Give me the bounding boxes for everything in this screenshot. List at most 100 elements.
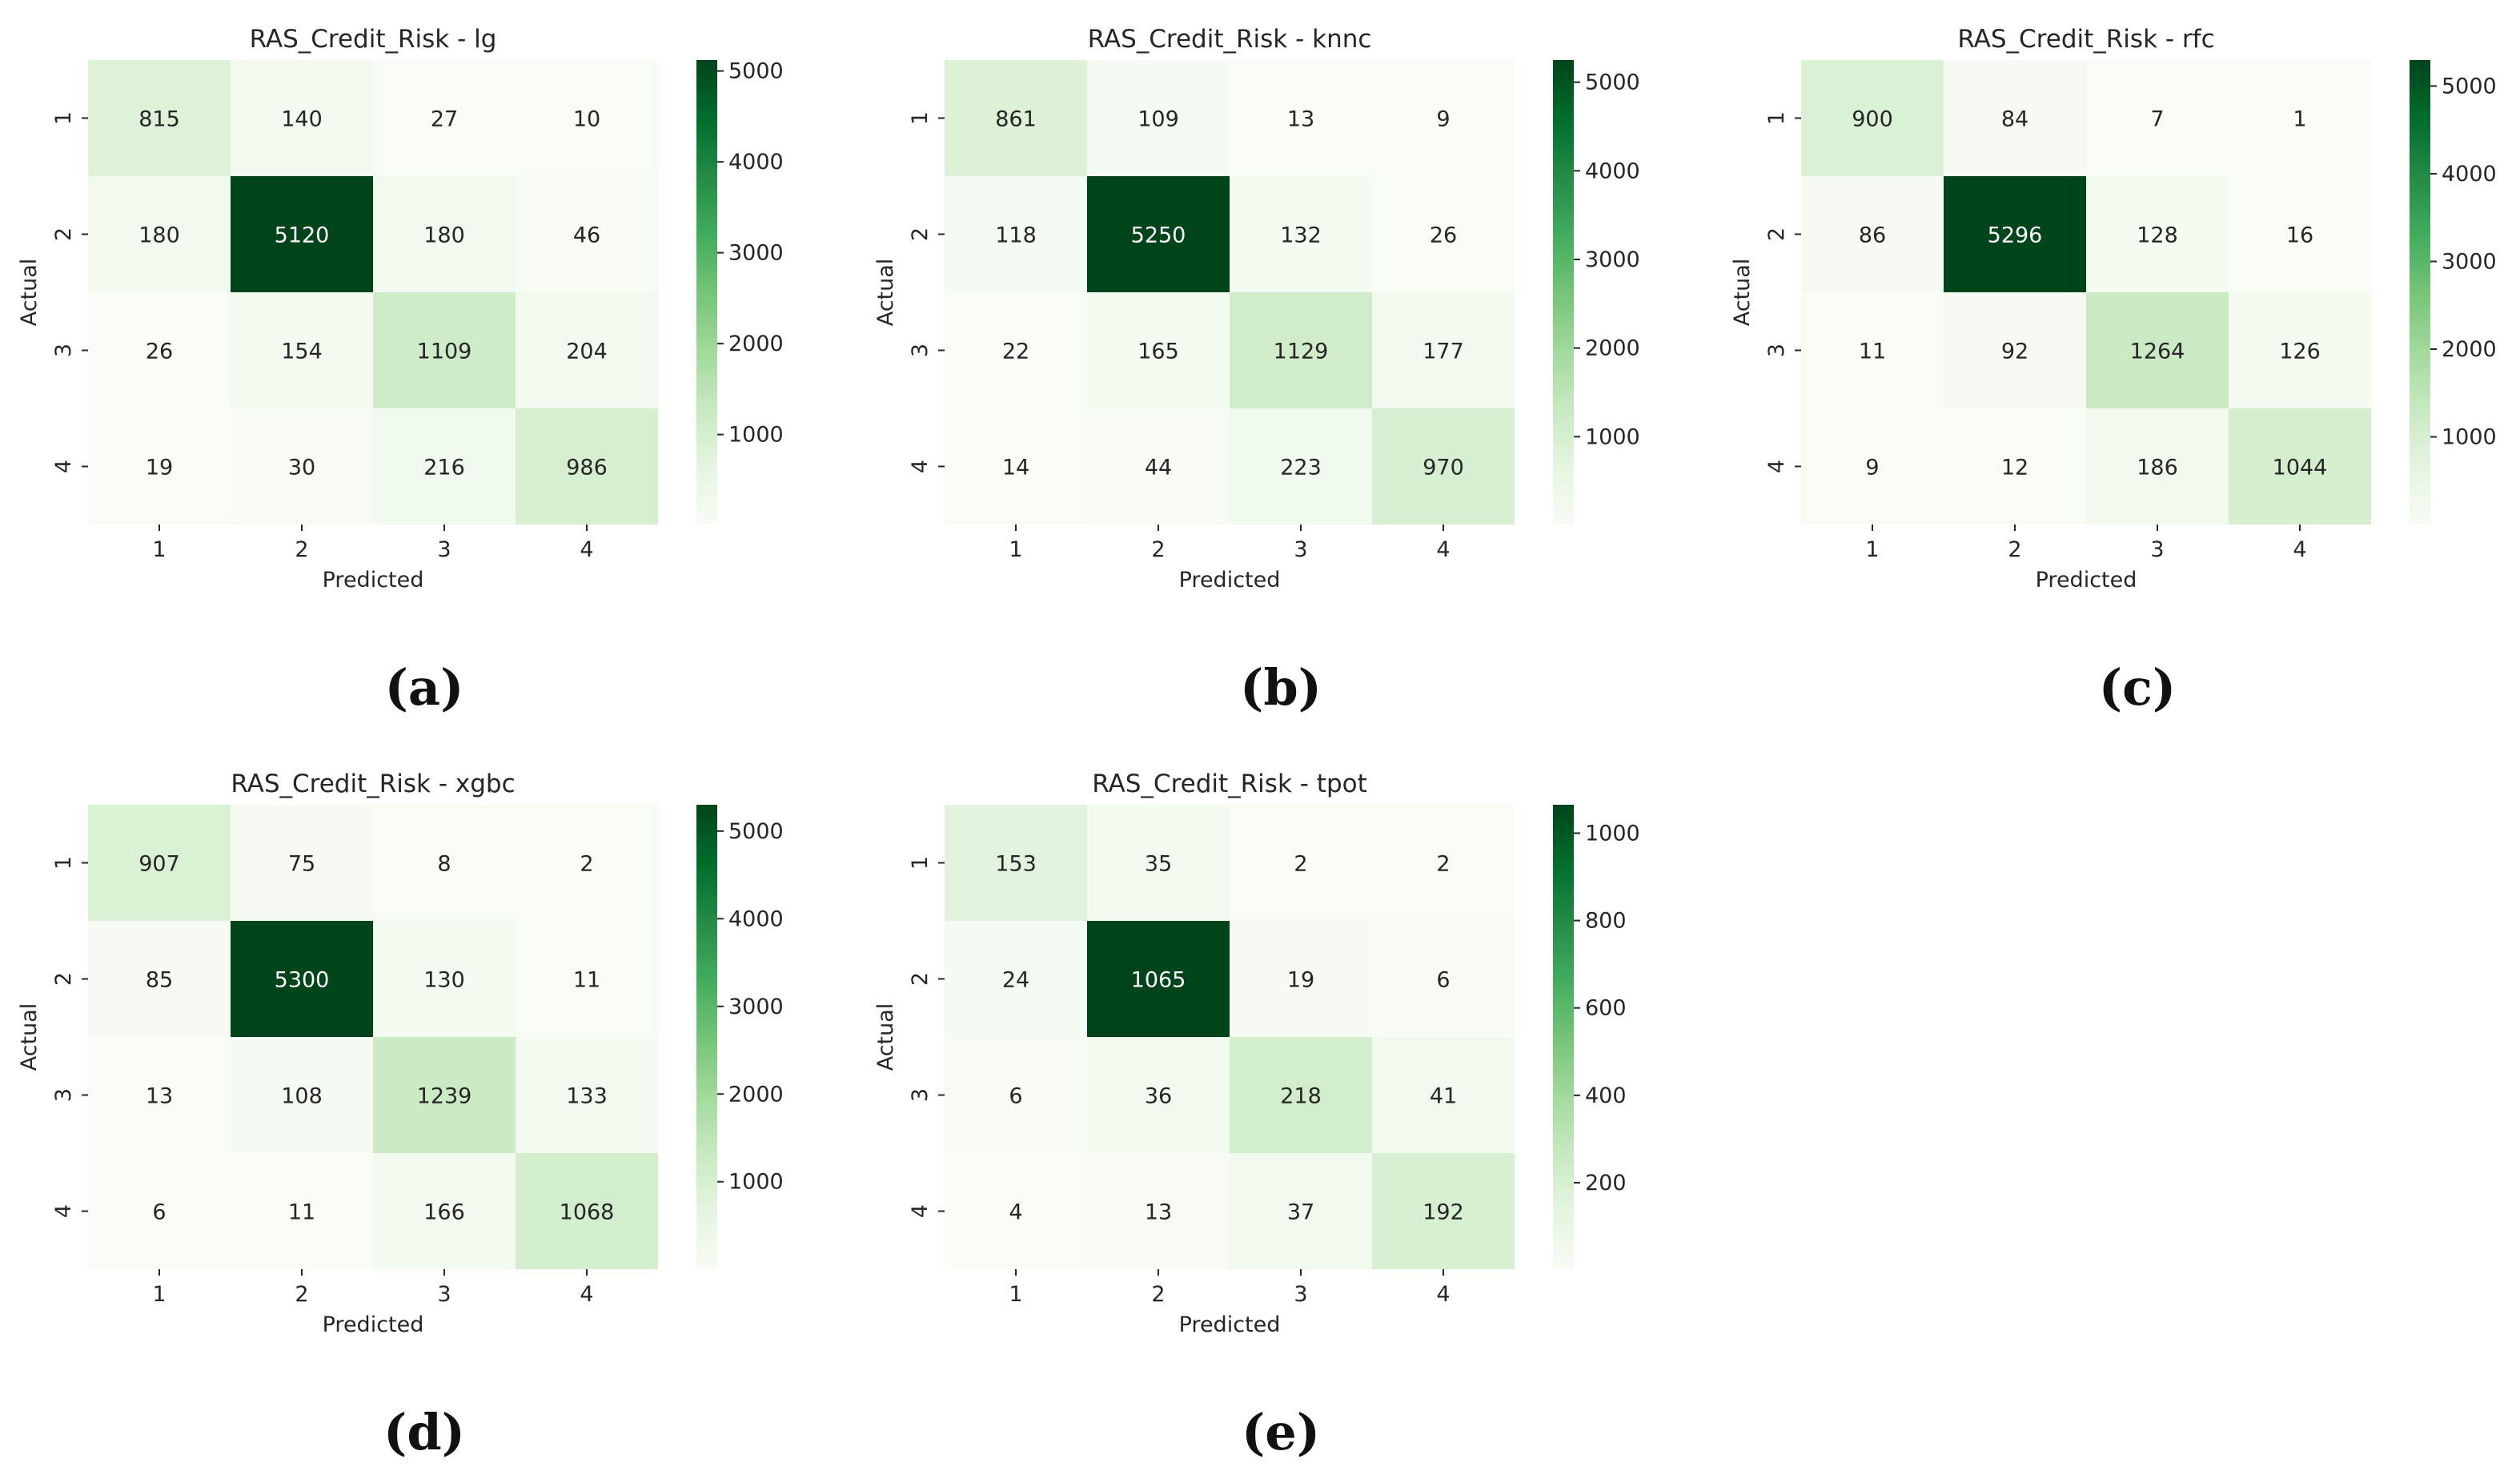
cell-value-label: 109 [1138,107,1179,132]
heatmap-cell [2086,176,2229,292]
heatmap-cell [1944,292,2086,408]
heatmap-cell [231,408,373,524]
heatmap-cell [1944,60,2086,176]
heatmap-cell [231,921,373,1037]
colorbar-tick-label: 400 [1585,1083,1627,1108]
cell-value-label: 75 [288,852,315,877]
colorbar-tick-label: 800 [1585,909,1627,934]
heatmap-cell [1372,1037,1515,1153]
heatmap-cell [2086,292,2229,408]
heatmap-cell [1087,1037,1230,1153]
colorbar-tick-label: 3000 [728,995,784,1019]
cell-value-label: 44 [1145,456,1172,480]
colorbar-tick-label: 5000 [728,59,784,84]
cell-value-label: 7 [2150,107,2164,132]
cell-value-label: 24 [1002,968,1029,993]
x-tick-label: 4 [1436,537,1450,562]
cell-value-label: 11 [288,1200,315,1225]
heatmap-cell [516,1153,658,1269]
colorbar-tick-label: 2000 [728,1082,784,1107]
x-tick-label: 4 [1436,1282,1450,1307]
subfigure-label: (b) [1240,658,1322,717]
heatmap-cell [1944,408,2086,524]
panel-title: RAS_Credit_Risk - tpot [1092,770,1367,798]
heatmap-cell [1801,176,1944,292]
cell-value-label: 92 [2001,340,2028,364]
subfigure-label: (d) [383,1403,465,1461]
heatmap-cell [231,176,373,292]
cell-value-label: 11 [573,968,600,993]
y-tick-label: 2 [908,972,933,986]
cell-value-label: 30 [288,456,315,480]
colorbar-tick-label: 600 [1585,996,1627,1021]
heatmap-cell [88,60,231,176]
x-tick-label: 4 [580,1282,593,1307]
cell-value-label: 85 [146,968,173,993]
x-tick-label: 1 [1865,537,1879,562]
cell-value-label: 986 [566,456,608,480]
x-tick-label: 4 [580,537,593,562]
y-tick-label: 3 [51,344,76,357]
panel-title: RAS_Credit_Risk - knnc [1088,25,1372,54]
heatmap-cell [1944,176,2086,292]
heatmap-cell [516,60,658,176]
heatmap-cell [516,805,658,921]
x-axis-label: Predicted [2036,568,2137,593]
y-tick-label: 3 [908,1088,933,1102]
cell-value-label: 192 [1423,1200,1464,1225]
cell-value-label: 126 [2279,340,2321,364]
heatmap-cell [373,292,516,408]
cell-value-label: 13 [1145,1200,1172,1225]
x-tick-label: 3 [2150,537,2164,562]
cell-value-label: 12 [2001,456,2028,480]
heatmap-cell [231,1153,373,1269]
heatmap-cell [1230,805,1372,921]
heatmap-cell [945,805,1087,921]
heatmap-cell [516,176,658,292]
y-tick-label: 3 [51,1088,76,1102]
colorbar-tick-label: 2000 [2442,337,2497,362]
heatmap-cell [945,408,1087,524]
cell-value-label: 140 [281,107,323,132]
cell-value-label: 166 [423,1200,465,1225]
y-tick-label: 1 [908,111,933,125]
y-tick-label: 3 [908,344,933,357]
cell-value-label: 6 [152,1200,166,1225]
colorbar-tick-label: 2000 [1585,336,1640,361]
x-tick-label: 3 [1294,537,1307,562]
heatmap-cell [1372,60,1515,176]
cell-value-label: 815 [138,107,180,132]
heatmap-cell [231,805,373,921]
colorbar-tick-label: 3000 [1585,247,1640,272]
heatmap-cell [88,1153,231,1269]
cell-value-label: 180 [138,223,180,248]
cell-value-label: 128 [2137,223,2178,248]
cell-value-label: 26 [146,340,173,364]
x-tick-label: 1 [1009,537,1022,562]
colorbar [1553,805,1574,1269]
heatmap-cell [88,408,231,524]
y-tick-label: 1 [51,111,76,125]
heatmap-cell [2229,176,2371,292]
cell-value-label: 1129 [1274,340,1329,364]
subfigure-label: (c) [2099,658,2176,717]
heatmap-cell [1087,292,1230,408]
x-tick-label: 2 [1151,1282,1165,1307]
cell-value-label: 5296 [1988,223,2043,248]
cell-value-label: 10 [573,107,600,132]
cell-value-label: 2 [1436,852,1450,877]
y-axis-label: Actual [873,259,898,327]
heatmap-cell [88,921,231,1037]
heatmap-cell [1087,805,1230,921]
heatmap-cell [1087,408,1230,524]
heatmap-cell [1230,1037,1372,1153]
y-tick-label: 1 [908,856,933,870]
colorbar-tick-label: 4000 [728,150,784,175]
y-tick-label: 2 [1764,227,1789,241]
heatmap-cell [945,60,1087,176]
cell-value-label: 1239 [417,1084,472,1109]
heatmap-cell [88,176,231,292]
heatmap-cell [1230,60,1372,176]
heatmap-cell [88,292,231,408]
